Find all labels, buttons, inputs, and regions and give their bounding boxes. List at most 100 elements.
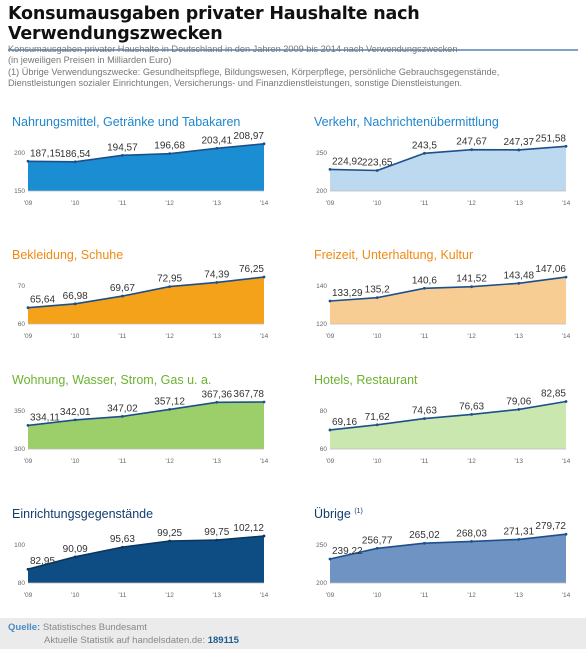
chart-panel: Nahrungsmittel, Getränke und Tabakaren 1… — [8, 115, 276, 213]
y-tick-label: 100 — [14, 542, 25, 549]
data-label: 102,12 — [233, 523, 264, 534]
data-point — [262, 534, 266, 538]
y-tick-label: 200 — [316, 188, 327, 195]
data-label: 208,97 — [233, 131, 264, 142]
stat-id: 189115 — [207, 635, 239, 646]
data-point — [262, 400, 266, 404]
data-label: 203,41 — [202, 135, 233, 146]
data-point — [215, 281, 219, 284]
source-line: Quelle: Statistisches Bundesamt — [8, 622, 147, 633]
data-label: 82,95 — [30, 556, 55, 567]
data-point — [328, 428, 332, 432]
data-point — [73, 418, 77, 422]
data-label: 224,92 — [332, 156, 363, 167]
y-tick-label: 150 — [14, 188, 25, 195]
y-tick-label: 60 — [320, 446, 328, 453]
data-point — [262, 142, 266, 146]
data-label: 265,02 — [409, 530, 440, 541]
data-label: 367,36 — [202, 389, 233, 400]
area-fill — [330, 401, 566, 449]
data-label: 143,48 — [504, 270, 535, 281]
x-tick-label: '10 — [71, 333, 80, 340]
data-point — [73, 555, 77, 559]
data-point — [470, 148, 473, 152]
data-point — [564, 400, 568, 403]
chart-title-text: Übrige — [314, 507, 351, 521]
data-point — [423, 417, 426, 420]
data-point — [517, 148, 521, 152]
data-point — [121, 153, 124, 157]
x-tick-label: '14 — [260, 592, 269, 599]
data-point — [168, 539, 172, 543]
x-tick-label: '14 — [260, 333, 269, 340]
x-tick-label: '12 — [467, 333, 476, 340]
x-tick-label: '11 — [420, 592, 428, 599]
chart-panel: Einrichtungsgegenstände 82,95 '09 90,09 '10… — [8, 507, 276, 605]
x-tick-label: '10 — [71, 592, 80, 599]
x-tick-label: '13 — [515, 333, 524, 340]
x-tick-label: '14 — [260, 458, 269, 465]
data-label: 187,15 — [30, 148, 61, 159]
y-tick-label: 80 — [320, 408, 328, 415]
chart-title: Übrige (1) — [314, 507, 363, 521]
page-title: Konsumausgaben privater Haushalte nach V… — [8, 4, 578, 51]
data-label: 357,12 — [154, 396, 185, 407]
y-tick-label: 250 — [316, 150, 327, 157]
chart-title: Bekleidung, Schuhe — [12, 248, 124, 262]
subtitle-line: Konsumausgaben privater Haushalte in Deu… — [8, 44, 458, 54]
data-point — [328, 168, 332, 171]
data-label: 196,68 — [154, 141, 185, 152]
data-label: 76,25 — [239, 264, 264, 275]
data-label: 268,03 — [456, 528, 487, 539]
x-tick-label: '11 — [420, 200, 428, 207]
x-tick-label: '14 — [562, 333, 571, 340]
x-tick-label: '10 — [71, 200, 80, 207]
data-label: 367,78 — [233, 389, 264, 400]
x-tick-label: '13 — [213, 333, 222, 340]
data-label: 90,09 — [63, 544, 88, 555]
x-tick-label: '13 — [213, 458, 222, 465]
area-fill — [28, 143, 264, 191]
y-tick-label: 60 — [18, 321, 26, 328]
area-fill — [28, 536, 264, 583]
footnote-marker: (1) — [354, 507, 363, 515]
series-line — [27, 535, 265, 570]
data-label: 99,25 — [157, 528, 182, 539]
x-tick-label: '11 — [420, 458, 428, 465]
data-label: 65,64 — [30, 295, 55, 306]
data-label: 74,39 — [204, 269, 229, 280]
x-tick-label: '12 — [165, 333, 174, 340]
source-text: Statistisches Bundesamt — [42, 622, 147, 633]
data-label: 133,29 — [332, 288, 363, 299]
x-tick-label: '13 — [515, 592, 524, 599]
data-label: 72,95 — [157, 274, 182, 285]
x-tick-label: '10 — [373, 592, 382, 599]
source-label: Quelle: — [8, 622, 41, 633]
data-point — [564, 275, 568, 279]
data-label: 194,57 — [107, 142, 138, 153]
chart-panel: Verkehr, Nachrichtenübermittlung 224,92 '… — [310, 115, 578, 213]
data-label: 79,06 — [506, 396, 531, 407]
y-tick-label: 80 — [18, 580, 26, 587]
x-tick-label: '09 — [24, 458, 33, 465]
data-point — [375, 546, 379, 550]
x-tick-label: '12 — [467, 200, 476, 207]
x-tick-label: '14 — [260, 200, 269, 207]
data-label: 74,63 — [412, 406, 437, 417]
data-label: 247,37 — [504, 137, 535, 148]
chart-svg: 224,92 '09 223,65 '10 243,5 '11 247,67 '12 247,3… — [316, 133, 570, 207]
data-point — [564, 532, 568, 536]
data-point — [168, 152, 172, 156]
data-point — [121, 294, 124, 298]
chart-panel: Hotels, Restaurant 69,16 '09 71,62 '10 74,63… — [310, 373, 578, 471]
x-tick-label: '09 — [326, 592, 335, 599]
data-label: 186,54 — [60, 149, 91, 160]
chart-panel: Bekleidung, Schuhe 65,64 '09 66,98 '10 69,67… — [8, 248, 276, 346]
data-point — [168, 407, 172, 411]
stat-line: Aktuelle Statistik auf handelsdaten.de: … — [44, 635, 239, 646]
y-tick-label: 140 — [316, 283, 327, 290]
data-point — [423, 286, 426, 290]
data-label: 69,16 — [332, 417, 357, 428]
series-line — [329, 400, 567, 431]
area-fill — [28, 277, 264, 324]
